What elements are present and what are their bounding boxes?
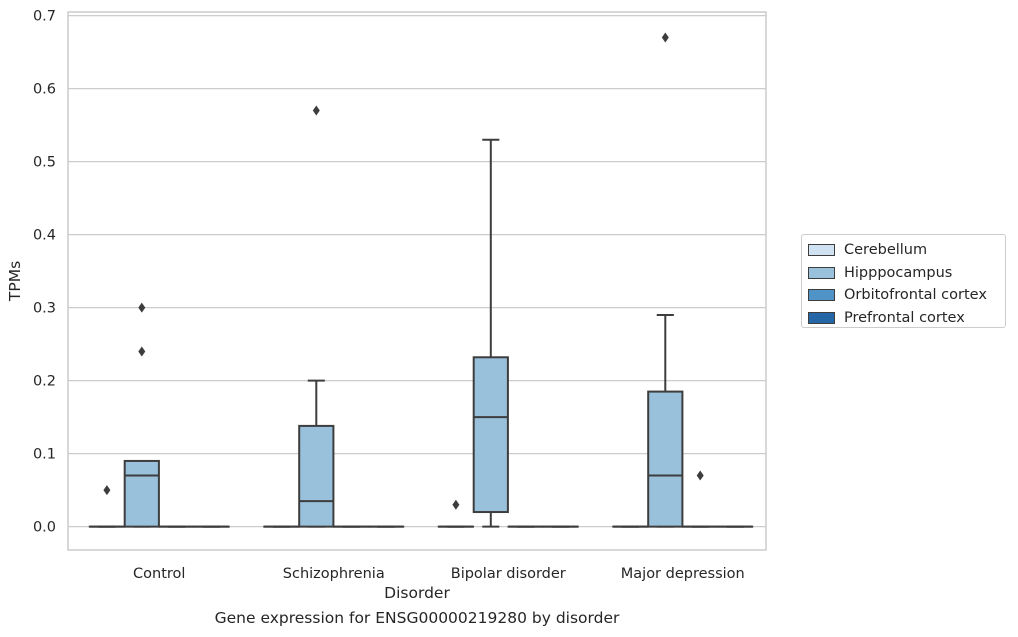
y-tick-label: 0.4 <box>33 228 56 244</box>
legend-swatch <box>808 289 835 302</box>
outlier-point <box>138 302 146 313</box>
box-plots <box>88 32 754 528</box>
box-cerebellum <box>88 485 126 528</box>
box-body <box>472 356 509 514</box>
legend-item: Prefrontal cortex <box>808 307 1005 330</box>
box-body <box>647 390 684 528</box>
box-cerebellum <box>437 499 475 528</box>
legend-label: Prefrontal cortex <box>844 310 965 327</box>
y-tick-label: 0.6 <box>33 82 56 98</box>
y-tick-labels: 0.0 0.1 0.2 0.3 0.4 0.5 0.6 0.7 <box>33 9 56 536</box>
legend-item: Hipppocampus <box>808 262 1005 285</box>
outlier-point <box>138 346 146 357</box>
legend-swatch <box>808 312 835 325</box>
legend-swatch <box>808 266 835 279</box>
box-hipppocampus <box>123 302 160 528</box>
x-tick-labels: Control Schizophrenia Bipolar disorder Majo… <box>133 566 745 582</box>
x-tick-label: Control <box>133 566 185 582</box>
y-tick-label: 0.3 <box>33 301 56 317</box>
grid-lines <box>68 15 766 528</box>
x-tick-label: Schizophrenia <box>283 566 385 582</box>
y-axis-label: TPMs <box>6 261 24 302</box>
chart-caption: Gene expression for ENSG00000219280 by d… <box>214 609 620 627</box>
x-tick-label: Bipolar disorder <box>451 566 566 582</box>
box-body <box>123 459 160 528</box>
legend-swatch <box>808 244 835 257</box>
legend-label: Cerebellum <box>844 242 928 259</box>
outlier-point <box>661 32 669 43</box>
x-axis-label: Disorder <box>384 584 450 602</box>
chart-legend: Cerebellum Hipppocampus Orbitofrontal cort… <box>801 234 1006 328</box>
box-body <box>298 424 335 528</box>
outlier-point <box>696 470 704 481</box>
y-tick-label: 0.0 <box>33 520 56 536</box>
outlier-point <box>452 499 460 510</box>
y-tick-label: 0.7 <box>33 9 56 25</box>
outlier-point <box>103 485 111 496</box>
outlier-point <box>312 105 320 116</box>
legend-label: Orbitofrontal cortex <box>844 287 987 304</box>
plot-frame <box>67 11 767 551</box>
y-tick-label: 0.5 <box>33 155 56 171</box>
legend-item: Cerebellum <box>808 239 1005 262</box>
x-tick-label: Major depression <box>621 566 745 582</box>
box-hipppocampus <box>472 138 509 528</box>
box-orbitofrontal-cortex <box>682 470 719 528</box>
legend-label: Hipppocampus <box>844 264 953 281</box>
box-hipppocampus <box>298 105 335 528</box>
y-tick-label: 0.2 <box>33 374 56 390</box>
y-tick-label: 0.1 <box>33 447 56 463</box>
box-hipppocampus <box>647 32 684 528</box>
legend-item: Orbitofrontal cortex <box>808 284 1005 307</box>
